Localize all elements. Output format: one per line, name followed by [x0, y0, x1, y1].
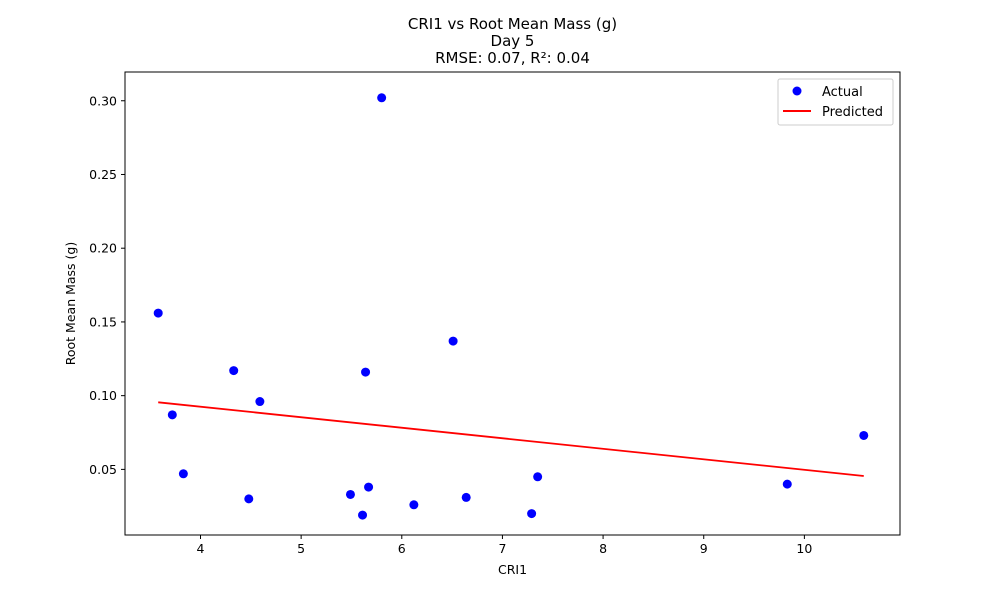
legend-actual-label: Actual: [822, 85, 863, 100]
y-tick-label: 0.15: [89, 314, 117, 329]
actual-point: [364, 482, 374, 492]
chart-title-line-2: Day 5: [491, 32, 535, 50]
x-tick-label: 4: [197, 541, 205, 556]
actual-point: [527, 509, 537, 519]
chart-title-line-1: CRI1 vs Root Mean Mass (g): [408, 15, 617, 33]
x-tick-label: 9: [700, 541, 708, 556]
actual-point: [345, 489, 355, 499]
actual-point: [782, 479, 792, 489]
y-tick-label: 0.10: [89, 388, 117, 403]
legend-actual-marker: [792, 86, 802, 96]
actual-point: [255, 397, 265, 407]
predicted-line: [158, 401, 864, 477]
y-tick-label: 0.30: [89, 93, 117, 108]
actual-point: [167, 410, 177, 420]
y-tick-label: 0.20: [89, 241, 117, 256]
plot-area: [124, 71, 901, 536]
legend-predicted-label: Predicted: [822, 105, 883, 120]
y-axis-label: Root Mean Mass (g): [63, 242, 78, 365]
x-tick-label: 8: [599, 541, 607, 556]
x-tick-label: 7: [498, 541, 506, 556]
actual-point: [448, 336, 458, 346]
series-layer: [153, 93, 869, 520]
y-tick-label: 0.25: [89, 167, 117, 182]
x-tick-label: 10: [796, 541, 812, 556]
actual-point: [358, 510, 368, 520]
actual-point: [153, 308, 163, 318]
x-tick-label: 5: [297, 541, 305, 556]
legend: Actual Predicted: [777, 78, 894, 126]
x-axis: 4 5 6 7 8 9 10: [197, 535, 812, 556]
actual-point: [229, 366, 239, 376]
legend-box: [777, 78, 894, 126]
actual-point: [377, 93, 387, 103]
actual-point: [859, 430, 869, 440]
actual-point: [533, 472, 543, 482]
y-tick-label: 0.05: [89, 462, 117, 477]
actual-point: [361, 367, 371, 377]
actual-point: [461, 492, 471, 502]
x-tick-label: 6: [398, 541, 406, 556]
actual-point: [178, 469, 188, 479]
x-axis-label: CRI1: [498, 562, 527, 577]
y-axis: 0.05 0.10 0.15 0.20 0.25 0.30: [89, 93, 125, 477]
actual-point: [409, 500, 419, 510]
actual-point: [244, 494, 254, 504]
chart-title-line-3: RMSE: 0.07, R²: 0.04: [435, 49, 590, 67]
